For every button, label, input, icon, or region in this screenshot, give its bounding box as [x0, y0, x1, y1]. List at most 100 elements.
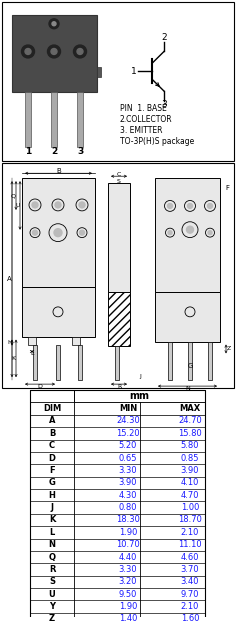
Text: J: J [139, 374, 141, 379]
Bar [28, 336, 36, 345]
Bar [30, 489, 205, 502]
Text: 3. EMITTER: 3. EMITTER [120, 126, 163, 135]
Text: 3.90: 3.90 [181, 466, 199, 475]
Bar [30, 464, 205, 477]
Text: F: F [225, 185, 229, 191]
Text: 2: 2 [51, 147, 57, 156]
Circle shape [32, 202, 38, 208]
Circle shape [186, 226, 194, 233]
Text: 1: 1 [131, 67, 137, 76]
Bar [74, 390, 205, 402]
Text: 24.30: 24.30 [116, 417, 140, 426]
Text: 9.70: 9.70 [181, 590, 199, 599]
Text: N: N [49, 540, 55, 549]
Text: 2.10: 2.10 [181, 528, 199, 537]
Text: 3.30: 3.30 [119, 565, 137, 574]
Text: S: S [117, 179, 121, 184]
Bar [30, 551, 205, 563]
Text: 1.90: 1.90 [119, 602, 137, 611]
Text: L: L [30, 351, 34, 356]
Text: DIM: DIM [43, 404, 61, 413]
Text: B: B [49, 429, 55, 438]
Bar [108, 292, 130, 346]
Circle shape [168, 204, 173, 209]
Bar [77, 92, 83, 146]
Text: Z: Z [226, 346, 231, 351]
Bar [208, 341, 212, 380]
Text: MAX: MAX [179, 404, 201, 413]
Circle shape [207, 204, 212, 209]
Text: 3.90: 3.90 [119, 478, 137, 487]
Bar [33, 345, 37, 380]
Text: C: C [49, 441, 55, 450]
Text: 1.00: 1.00 [181, 503, 199, 512]
Text: J: J [51, 503, 54, 512]
Text: A: A [49, 417, 55, 426]
Bar [30, 588, 205, 601]
Text: 1.40: 1.40 [119, 614, 137, 623]
Circle shape [168, 231, 172, 235]
Text: K: K [11, 356, 16, 361]
Bar [115, 346, 119, 380]
Bar [22, 287, 95, 336]
Text: Q: Q [11, 193, 16, 198]
Text: R: R [49, 565, 55, 574]
Text: 18.70: 18.70 [178, 515, 202, 525]
Bar [78, 345, 82, 380]
Circle shape [208, 231, 212, 235]
Bar [30, 402, 205, 415]
Bar [72, 336, 80, 345]
Bar [30, 538, 205, 551]
Text: Z: Z [49, 614, 55, 623]
Text: Y: Y [49, 602, 55, 611]
Text: C: C [117, 172, 121, 177]
Circle shape [55, 202, 61, 208]
Text: L: L [49, 528, 55, 537]
Bar [30, 390, 205, 623]
Text: TO-3P(H)S package: TO-3P(H)S package [120, 137, 194, 146]
Text: G: G [187, 363, 193, 369]
Circle shape [79, 202, 85, 208]
Text: K: K [49, 515, 55, 525]
Text: 15.80: 15.80 [178, 429, 202, 438]
Text: 24.70: 24.70 [178, 417, 202, 426]
Text: F: F [49, 466, 55, 475]
Text: D: D [38, 384, 42, 389]
Circle shape [80, 230, 84, 235]
Text: 10.70: 10.70 [116, 540, 140, 549]
Text: G: G [49, 478, 55, 487]
Circle shape [33, 230, 38, 235]
Circle shape [25, 49, 31, 54]
Circle shape [52, 22, 56, 26]
Text: 5.80: 5.80 [181, 441, 199, 450]
Text: 15.20: 15.20 [116, 429, 140, 438]
Bar [2, 163, 234, 388]
Text: 4.10: 4.10 [181, 478, 199, 487]
Bar [97, 67, 101, 77]
Text: Q: Q [49, 553, 55, 561]
Text: U: U [15, 203, 20, 208]
Bar [30, 415, 205, 427]
Bar [30, 452, 205, 464]
Text: R: R [117, 384, 121, 389]
Text: 4.40: 4.40 [119, 553, 137, 561]
Text: 1: 1 [25, 147, 31, 156]
Bar [30, 576, 205, 588]
Bar [30, 601, 205, 613]
Text: 2: 2 [161, 33, 167, 42]
Bar [30, 440, 205, 452]
Bar [30, 514, 205, 526]
Text: H: H [49, 491, 55, 500]
Bar [2, 2, 234, 161]
Text: H: H [7, 340, 12, 345]
Text: B: B [56, 168, 61, 174]
Circle shape [47, 45, 60, 58]
Text: 4.70: 4.70 [181, 491, 199, 500]
Bar [56, 345, 60, 380]
Bar [25, 92, 31, 146]
Bar [155, 292, 220, 341]
Text: MIN: MIN [119, 404, 137, 413]
Text: 3.20: 3.20 [119, 578, 137, 586]
Text: 4.30: 4.30 [119, 491, 137, 500]
Circle shape [21, 45, 34, 58]
